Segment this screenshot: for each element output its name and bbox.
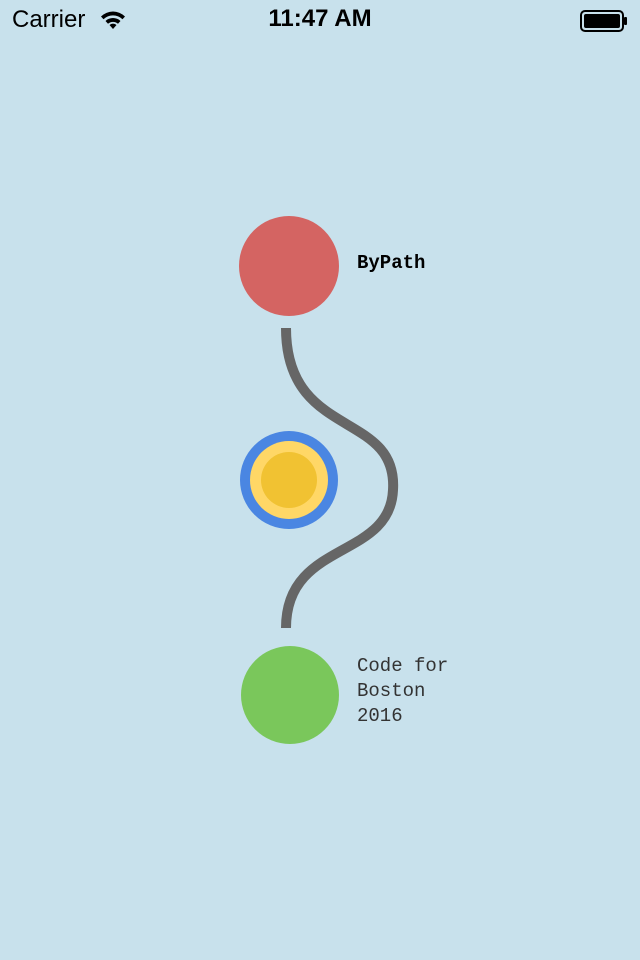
start-stop-dot[interactable] bbox=[239, 216, 339, 316]
credits-label: Code for Boston 2016 bbox=[357, 654, 448, 729]
battery-icon bbox=[580, 10, 627, 32]
end-stop-dot[interactable] bbox=[241, 646, 339, 744]
app-title: ByPath bbox=[357, 252, 426, 274]
current-position-dot[interactable] bbox=[240, 431, 338, 529]
route-path-line bbox=[281, 327, 399, 629]
clock: 11:47 AM bbox=[268, 5, 372, 32]
credits-line-1: Code for bbox=[357, 655, 449, 677]
wifi-icon bbox=[101, 11, 125, 29]
carrier-label: Carrier bbox=[12, 6, 86, 33]
credits-line-3: 2016 bbox=[357, 705, 403, 727]
status-bar: Carrier 11:47 AM bbox=[0, 0, 640, 40]
credits-line-2: Boston bbox=[357, 680, 426, 702]
current-position-core bbox=[261, 452, 317, 508]
